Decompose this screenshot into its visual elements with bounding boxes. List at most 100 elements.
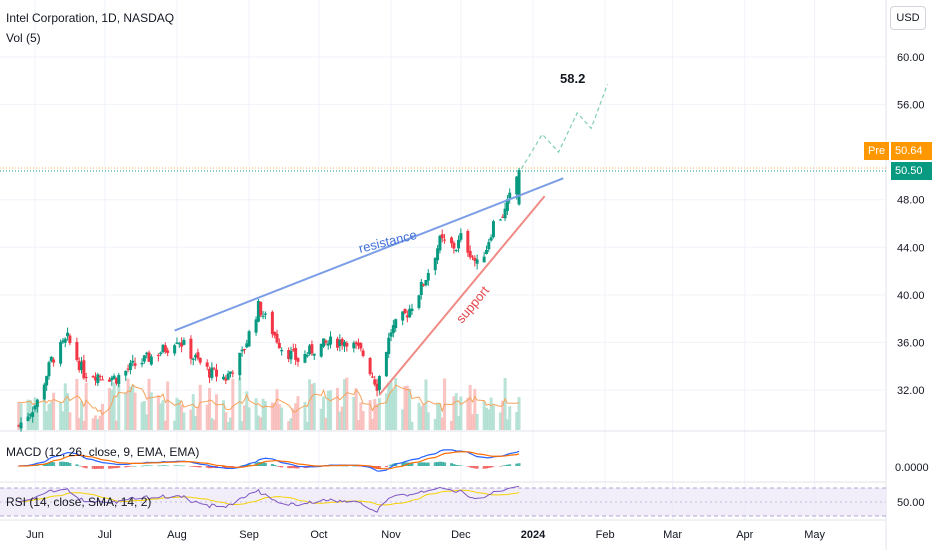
- candle-body[interactable]: [124, 370, 128, 376]
- candle-body[interactable]: [473, 257, 477, 261]
- candle-body[interactable]: [215, 369, 219, 377]
- candle-body[interactable]: [280, 350, 284, 352]
- candle-body[interactable]: [345, 342, 349, 347]
- candle-body[interactable]: [354, 342, 358, 345]
- candle-body[interactable]: [336, 338, 340, 348]
- candle-body[interactable]: [484, 250, 488, 254]
- candle-body[interactable]: [433, 257, 437, 271]
- candle-body[interactable]: [417, 295, 421, 308]
- time-axis[interactable]: Jun Jul Aug Sep Oct Nov Dec 2024 Feb Mar Apr May: [26, 529, 825, 541]
- candle-body[interactable]: [112, 375, 116, 380]
- candle-body[interactable]: [438, 235, 442, 251]
- candle-body[interactable]: [275, 333, 279, 343]
- candle-body[interactable]: [133, 363, 137, 366]
- candle-body[interactable]: [26, 416, 30, 421]
- candle-body[interactable]: [145, 352, 149, 355]
- candle-body[interactable]: [221, 376, 225, 380]
- candle-body[interactable]: [147, 352, 151, 362]
- candle-body[interactable]: [17, 425, 21, 427]
- candle-body[interactable]: [270, 311, 274, 335]
- candle-body[interactable]: [498, 219, 502, 221]
- candlesticks[interactable]: [17, 167, 521, 432]
- candle-body[interactable]: [503, 208, 507, 219]
- candle-body[interactable]: [245, 343, 249, 348]
- candle-body[interactable]: [459, 233, 463, 240]
- candle-body[interactable]: [294, 348, 298, 360]
- candle-body[interactable]: [377, 376, 381, 390]
- candle-body[interactable]: [389, 332, 393, 337]
- candle-body[interactable]: [19, 422, 23, 429]
- candle-body[interactable]: [28, 414, 32, 416]
- candle-body[interactable]: [508, 192, 512, 199]
- candle-body[interactable]: [114, 378, 118, 384]
- candle-body[interactable]: [198, 357, 202, 363]
- candle-body[interactable]: [91, 376, 95, 378]
- candle-body[interactable]: [424, 280, 428, 286]
- candle-body[interactable]: [66, 332, 70, 337]
- candle-body[interactable]: [329, 336, 333, 345]
- candle-body[interactable]: [440, 234, 444, 239]
- candle-body[interactable]: [47, 362, 51, 377]
- candle-body[interactable]: [173, 345, 177, 354]
- candle-body[interactable]: [289, 350, 293, 360]
- candle-body[interactable]: [96, 374, 100, 384]
- currency-button[interactable]: USD: [890, 6, 926, 30]
- candle-body[interactable]: [405, 315, 409, 318]
- candle-body[interactable]: [305, 355, 309, 357]
- candle-body[interactable]: [443, 239, 447, 241]
- candle-body[interactable]: [375, 383, 379, 391]
- candle-body[interactable]: [131, 360, 135, 363]
- candle-body[interactable]: [470, 256, 474, 258]
- candle-body[interactable]: [142, 355, 146, 362]
- candle-body[interactable]: [42, 384, 46, 400]
- candle-body[interactable]: [370, 376, 374, 378]
- candle-body[interactable]: [175, 342, 179, 344]
- candle-body[interactable]: [401, 311, 405, 321]
- candle-body[interactable]: [403, 308, 407, 314]
- candle-body[interactable]: [422, 284, 426, 286]
- candle-body[interactable]: [391, 325, 395, 334]
- candle-body[interactable]: [210, 367, 214, 378]
- candle-body[interactable]: [468, 250, 472, 258]
- resistance-line[interactable]: [174, 177, 564, 332]
- candle-body[interactable]: [180, 342, 184, 347]
- candle-body[interactable]: [238, 352, 242, 376]
- candle-body[interactable]: [410, 308, 414, 312]
- candle-body[interactable]: [338, 339, 342, 347]
- candle-body[interactable]: [340, 338, 344, 345]
- candle-body[interactable]: [475, 259, 479, 264]
- candle-body[interactable]: [149, 356, 153, 365]
- candle-body[interactable]: [189, 338, 193, 359]
- candle-body[interactable]: [259, 301, 263, 316]
- candle-body[interactable]: [163, 345, 167, 352]
- candle-body[interactable]: [489, 237, 493, 241]
- candle-body[interactable]: [140, 362, 144, 365]
- candle-body[interactable]: [373, 379, 377, 385]
- candle-body[interactable]: [45, 376, 49, 386]
- candle-body[interactable]: [100, 379, 104, 381]
- candle-body[interactable]: [368, 358, 372, 375]
- candle-body[interactable]: [159, 352, 163, 355]
- candle-body[interactable]: [308, 345, 312, 355]
- candle-body[interactable]: [242, 349, 246, 351]
- candle-body[interactable]: [426, 272, 430, 281]
- candle-body[interactable]: [263, 313, 267, 315]
- candle-body[interactable]: [312, 353, 316, 356]
- candle-body[interactable]: [254, 319, 258, 333]
- candle-body[interactable]: [487, 242, 491, 250]
- candle-body[interactable]: [177, 343, 181, 345]
- support-line[interactable]: [378, 195, 546, 396]
- candle-body[interactable]: [82, 360, 86, 379]
- candle-body[interactable]: [491, 221, 495, 238]
- candle-body[interactable]: [196, 352, 200, 359]
- candle-body[interactable]: [247, 331, 251, 347]
- candle-body[interactable]: [408, 308, 412, 318]
- candle-body[interactable]: [359, 342, 363, 349]
- projection-path[interactable]: [520, 84, 609, 170]
- candle-body[interactable]: [77, 360, 81, 370]
- candle-body[interactable]: [208, 368, 212, 378]
- candle-body[interactable]: [296, 358, 300, 362]
- candle-body[interactable]: [61, 340, 65, 343]
- candle-body[interactable]: [182, 339, 186, 345]
- candle-body[interactable]: [256, 300, 260, 322]
